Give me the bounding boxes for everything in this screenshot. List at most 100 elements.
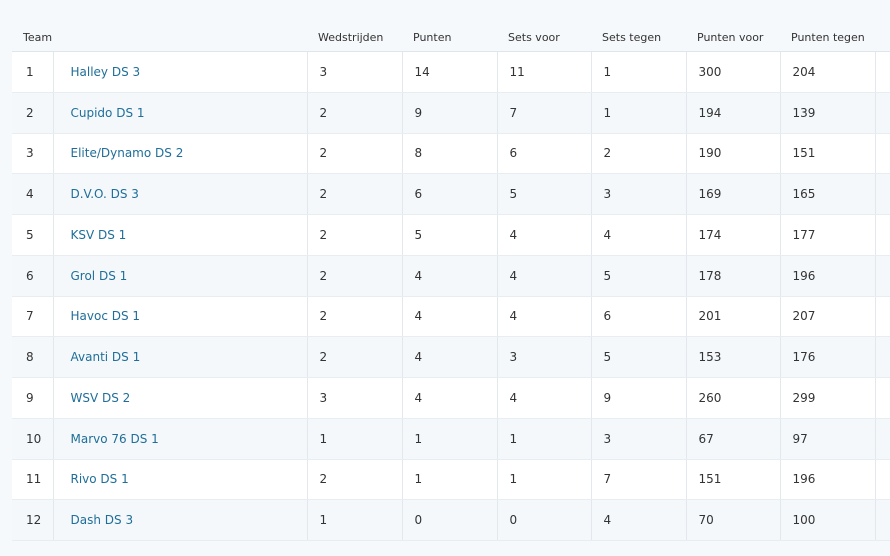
stat-cell: 5 <box>496 173 592 215</box>
team-link[interactable]: Halley DS 3 <box>70 64 141 79</box>
stat-cell: 5 <box>590 255 687 297</box>
stat-cell: 0 <box>401 499 498 541</box>
column-header-spacer <box>875 24 890 52</box>
stat-cell: 153 <box>685 336 781 378</box>
table-row: 4 D.V.O. DS 3 2 6 5 3 169 165 <box>12 173 890 215</box>
team-link[interactable]: Grol DS 1 <box>70 268 128 283</box>
team-link[interactable]: Dash DS 3 <box>70 513 134 528</box>
stat-cell: 97 <box>779 418 876 460</box>
stat-cell: 2 <box>306 92 403 134</box>
stat-cell: 4 <box>590 499 687 541</box>
stat-cell: 299 <box>779 377 876 419</box>
stat-cell: 4 <box>401 255 498 297</box>
table-row: 11 Rivo DS 1 2 1 1 7 151 196 <box>12 459 890 501</box>
team-cell: Halley DS 3 <box>52 51 308 93</box>
table-row: 6 Grol DS 1 2 4 4 5 178 196 <box>12 255 890 297</box>
table-row: 1 Halley DS 3 3 14 11 1 300 204 <box>12 51 890 93</box>
stat-cell: 8 <box>401 133 498 175</box>
stat-cell: 4 <box>496 214 592 256</box>
team-link[interactable]: Cupido DS 1 <box>70 105 145 120</box>
rank-cell: 9 <box>12 377 53 419</box>
stat-cell: 6 <box>496 133 592 175</box>
rank-cell: 7 <box>12 296 53 338</box>
spacer-cell <box>874 418 890 460</box>
spacer-cell <box>874 459 890 501</box>
team-link[interactable]: Elite/Dynamo DS 2 <box>70 146 184 161</box>
stat-cell: 3 <box>306 377 403 419</box>
spacer-cell <box>874 214 890 256</box>
rank-cell: 1 <box>12 51 53 93</box>
stat-cell: 67 <box>685 418 781 460</box>
team-cell: Havoc DS 1 <box>52 296 308 338</box>
stat-cell: 1 <box>590 92 687 134</box>
stat-cell: 3 <box>496 336 592 378</box>
team-link[interactable]: KSV DS 1 <box>70 227 127 242</box>
column-header: Sets tegen <box>591 24 687 52</box>
spacer-cell <box>874 336 890 378</box>
spacer-cell <box>874 51 890 93</box>
stat-cell: 151 <box>685 459 781 501</box>
stat-cell: 201 <box>685 296 781 338</box>
team-cell: D.V.O. DS 3 <box>52 173 308 215</box>
stat-cell: 204 <box>779 51 876 93</box>
stat-cell: 2 <box>306 214 403 256</box>
table-row: 12 Dash DS 3 1 0 0 4 70 100 <box>12 499 890 541</box>
team-cell: Cupido DS 1 <box>52 92 308 134</box>
stat-cell: 1 <box>401 459 498 501</box>
stat-cell: 4 <box>401 336 498 378</box>
spacer-cell <box>874 92 890 134</box>
column-header: Punten voor <box>686 24 781 52</box>
stat-cell: 194 <box>685 92 781 134</box>
rank-cell: 3 <box>12 133 53 175</box>
stat-cell: 4 <box>401 296 498 338</box>
table-row: 3 Elite/Dynamo DS 2 2 8 6 2 190 151 <box>12 133 890 175</box>
team-link[interactable]: WSV DS 2 <box>70 390 131 405</box>
stat-cell: 207 <box>779 296 876 338</box>
rank-cell: 8 <box>12 336 53 378</box>
stat-cell: 6 <box>401 173 498 215</box>
rank-cell: 12 <box>12 499 53 541</box>
header-row: Team Wedstrijden Punten Sets voor Sets tegen… <box>12 24 890 52</box>
column-header: Team <box>12 24 308 52</box>
team-cell: Avanti DS 1 <box>52 336 308 378</box>
stat-cell: 100 <box>779 499 876 541</box>
team-link[interactable]: D.V.O. DS 3 <box>70 187 139 202</box>
stat-cell: 4 <box>496 255 592 297</box>
table-row: 9 WSV DS 2 3 4 4 9 260 299 <box>12 377 890 419</box>
stat-cell: 196 <box>779 255 876 297</box>
team-link[interactable]: Marvo 76 DS 1 <box>70 431 159 446</box>
team-cell: WSV DS 2 <box>52 377 308 419</box>
standings: Team Wedstrijden Punten Sets voor Sets tegen… <box>12 24 890 541</box>
stat-cell: 2 <box>306 459 403 501</box>
stat-cell: 3 <box>306 51 403 93</box>
stat-cell: 11 <box>496 51 592 93</box>
stat-cell: 4 <box>496 296 592 338</box>
spacer-cell <box>874 173 890 215</box>
column-header: Punten tegen <box>780 24 876 52</box>
rank-cell: 6 <box>12 255 53 297</box>
table-row: 10 Marvo 76 DS 1 1 1 1 3 67 97 <box>12 418 890 460</box>
table-row: 5 KSV DS 1 2 5 4 4 174 177 <box>12 214 890 256</box>
column-header: Sets voor <box>497 24 592 52</box>
table-row: 8 Avanti DS 1 2 4 3 5 153 176 <box>12 336 890 378</box>
stat-cell: 151 <box>779 133 876 175</box>
stat-cell: 4 <box>496 377 592 419</box>
stat-cell: 2 <box>306 336 403 378</box>
stat-cell: 9 <box>401 92 498 134</box>
team-cell: Rivo DS 1 <box>52 459 308 501</box>
rank-cell: 4 <box>12 173 53 215</box>
standings-table: Team Wedstrijden Punten Sets voor Sets tegen… <box>12 24 890 541</box>
team-link[interactable]: Havoc DS 1 <box>70 309 141 324</box>
stat-cell: 4 <box>401 377 498 419</box>
stat-cell: 2 <box>306 255 403 297</box>
rank-cell: 11 <box>12 459 53 501</box>
team-link[interactable]: Rivo DS 1 <box>70 472 129 487</box>
team-cell: Elite/Dynamo DS 2 <box>52 133 308 175</box>
stat-cell: 1 <box>401 418 498 460</box>
stat-cell: 5 <box>401 214 498 256</box>
team-cell: Marvo 76 DS 1 <box>52 418 308 460</box>
stat-cell: 2 <box>306 296 403 338</box>
team-link[interactable]: Avanti DS 1 <box>70 350 141 365</box>
rank-cell: 5 <box>12 214 53 256</box>
